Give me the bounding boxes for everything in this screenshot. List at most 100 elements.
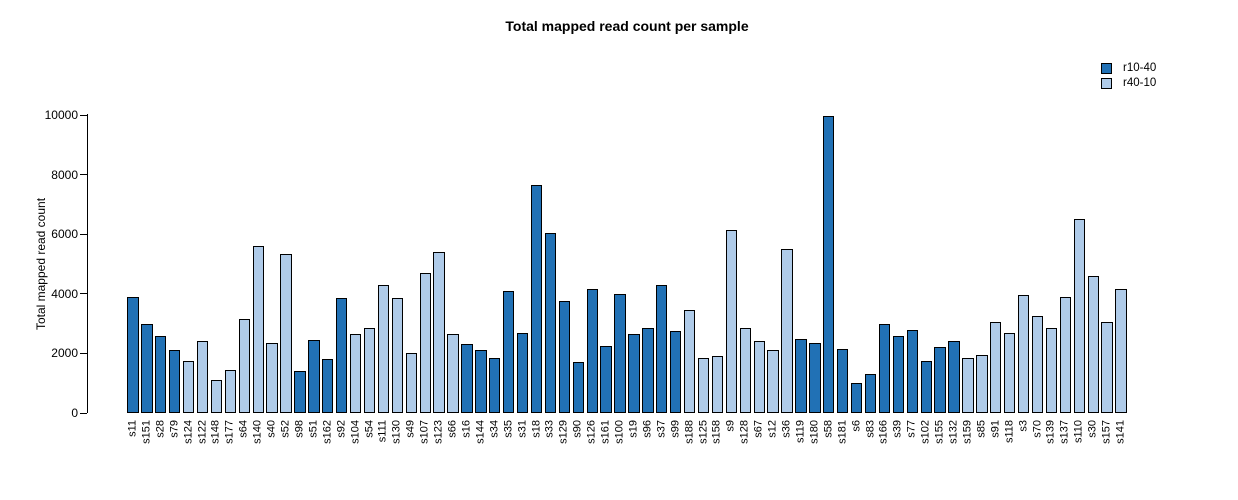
x-label-s67: s67	[752, 420, 765, 438]
legend-entry-r10-40: r10-40	[1101, 62, 1156, 74]
bar-s91	[990, 322, 1002, 413]
x-label-s51: s51	[307, 420, 320, 438]
x-label-s162: s162	[321, 420, 334, 444]
x-label-s11: s11	[126, 420, 139, 437]
y-tick-2000	[80, 352, 87, 354]
y-tick-label-0: 0	[71, 406, 78, 420]
x-label-s125: s125	[697, 420, 710, 444]
x-label-s12: s12	[766, 420, 779, 438]
bar-s124	[182, 360, 195, 413]
x-label-s79: s79	[168, 420, 181, 438]
y-axis-title: Total mapped read count	[34, 197, 48, 331]
x-label-s180: s180	[808, 420, 821, 444]
bar-s96	[642, 328, 654, 413]
y-tick-10000	[80, 114, 87, 116]
x-label-s158: s158	[710, 420, 723, 444]
y-tick-label-4000: 4000	[51, 286, 78, 301]
x-label-s126: s126	[585, 420, 598, 444]
y-tick-label-8000: 8000	[51, 167, 78, 182]
bar-s123	[433, 252, 445, 413]
x-label-s157: s157	[1100, 420, 1113, 444]
bar-s151	[141, 323, 153, 413]
x-label-s110: s110	[1072, 420, 1085, 444]
x-label-s122: s122	[196, 420, 209, 444]
x-label-s40: s40	[265, 420, 278, 438]
bar-s104	[349, 334, 362, 413]
bar-s126	[586, 289, 598, 413]
x-label-s177: s177	[223, 420, 236, 444]
bar-s100	[614, 293, 626, 413]
bar-s67	[753, 341, 765, 413]
bar-s64	[238, 319, 250, 413]
x-label-s100: s100	[613, 420, 626, 444]
bar-s180	[809, 342, 821, 413]
x-label-s85: s85	[975, 420, 988, 438]
bar-s141	[1115, 289, 1127, 413]
chart-title: Total mapped read count per sample	[505, 18, 749, 34]
bar-s19	[628, 334, 640, 413]
bar-s139	[1045, 328, 1058, 413]
bar-s66	[447, 334, 459, 413]
bar-s107	[419, 272, 431, 413]
x-label-s129: s129	[557, 420, 570, 444]
bar-s110	[1073, 219, 1085, 413]
x-label-s132: s132	[947, 420, 960, 444]
x-label-s18: s18	[530, 420, 543, 438]
x-label-s9: s9	[724, 420, 737, 432]
x-label-s64: s64	[237, 420, 250, 438]
x-label-s35: s35	[502, 420, 515, 438]
bar-s140	[252, 246, 264, 413]
bar-s158	[711, 356, 724, 413]
x-label-s123: s123	[432, 420, 445, 444]
y-tick-6000	[80, 233, 87, 235]
x-label-s83: s83	[864, 420, 877, 438]
bar-s188	[683, 310, 696, 413]
x-label-s58: s58	[822, 420, 835, 438]
bar-s35	[503, 290, 515, 413]
bar-s30	[1087, 275, 1099, 413]
bar-s177	[224, 369, 236, 413]
bar-s128	[739, 328, 751, 413]
bar-s137	[1059, 296, 1071, 413]
bar-s157	[1101, 322, 1113, 413]
x-label-s96: s96	[641, 420, 654, 438]
bar-s54	[363, 328, 376, 413]
bar-s40	[266, 342, 278, 413]
legend-entry-r40-10: r40-10	[1101, 77, 1156, 89]
bar-s132	[948, 341, 960, 413]
bar-s85	[976, 354, 988, 413]
y-axis-line	[87, 114, 88, 413]
x-label-s141: s141	[1114, 420, 1127, 444]
bar-s52	[280, 253, 292, 413]
bar-s162	[322, 359, 334, 413]
bar-s102	[920, 360, 932, 413]
legend-swatch-r10-40	[1101, 62, 1112, 74]
x-label-s70: s70	[1031, 420, 1044, 438]
x-label-s137: s137	[1058, 420, 1071, 444]
bar-s58	[823, 116, 835, 413]
x-label-s90: s90	[571, 420, 584, 438]
bar-s11	[127, 296, 139, 413]
x-label-s128: s128	[738, 420, 751, 444]
bar-s37	[656, 284, 668, 413]
bar-s166	[878, 323, 891, 413]
legend-swatch-r40-10	[1101, 77, 1112, 89]
bar-s159	[962, 357, 974, 413]
x-label-s54: s54	[363, 420, 376, 438]
x-label-s19: s19	[627, 420, 640, 438]
bar-s79	[169, 350, 181, 413]
x-label-s28: s28	[154, 420, 167, 438]
bar-s3	[1017, 295, 1030, 413]
bar-s34	[489, 357, 501, 413]
x-label-s91: s91	[989, 420, 1002, 438]
bar-s181	[837, 348, 849, 413]
x-label-s155: s155	[933, 420, 946, 444]
y-tick-8000	[80, 174, 87, 176]
y-tick-label-6000: 6000	[51, 227, 78, 242]
x-label-s31: s31	[516, 420, 529, 438]
y-tick-label-2000: 2000	[51, 346, 78, 361]
x-label-s37: s37	[655, 420, 668, 438]
x-label-s166: s166	[877, 420, 890, 444]
bar-s111	[377, 284, 390, 413]
